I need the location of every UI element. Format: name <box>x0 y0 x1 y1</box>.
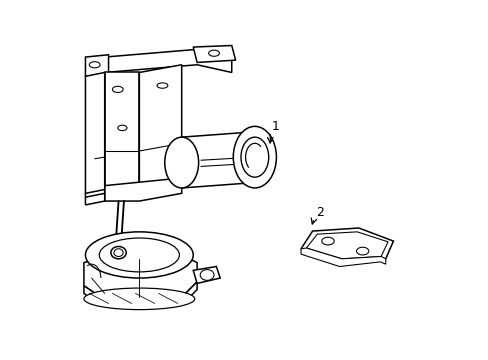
Ellipse shape <box>208 50 219 56</box>
Polygon shape <box>301 228 393 262</box>
Polygon shape <box>104 178 182 201</box>
Polygon shape <box>85 72 104 205</box>
Text: 2: 2 <box>316 206 324 219</box>
Ellipse shape <box>84 288 194 310</box>
Polygon shape <box>301 248 385 266</box>
Polygon shape <box>84 255 197 297</box>
Ellipse shape <box>164 137 198 188</box>
Text: 1: 1 <box>271 120 279 133</box>
Polygon shape <box>193 266 220 283</box>
Ellipse shape <box>233 126 276 188</box>
Ellipse shape <box>89 62 100 68</box>
Ellipse shape <box>200 270 214 280</box>
Polygon shape <box>85 55 108 76</box>
Polygon shape <box>104 72 139 186</box>
Ellipse shape <box>112 86 123 93</box>
Ellipse shape <box>321 237 333 245</box>
Polygon shape <box>84 282 197 305</box>
Ellipse shape <box>99 238 179 272</box>
Polygon shape <box>306 232 387 259</box>
Polygon shape <box>193 45 235 62</box>
Ellipse shape <box>118 125 127 131</box>
Ellipse shape <box>85 232 193 278</box>
Ellipse shape <box>157 83 167 88</box>
Ellipse shape <box>241 137 268 177</box>
Ellipse shape <box>356 247 368 255</box>
Ellipse shape <box>114 249 123 256</box>
Polygon shape <box>104 49 231 72</box>
Polygon shape <box>139 65 182 186</box>
Ellipse shape <box>111 247 126 259</box>
